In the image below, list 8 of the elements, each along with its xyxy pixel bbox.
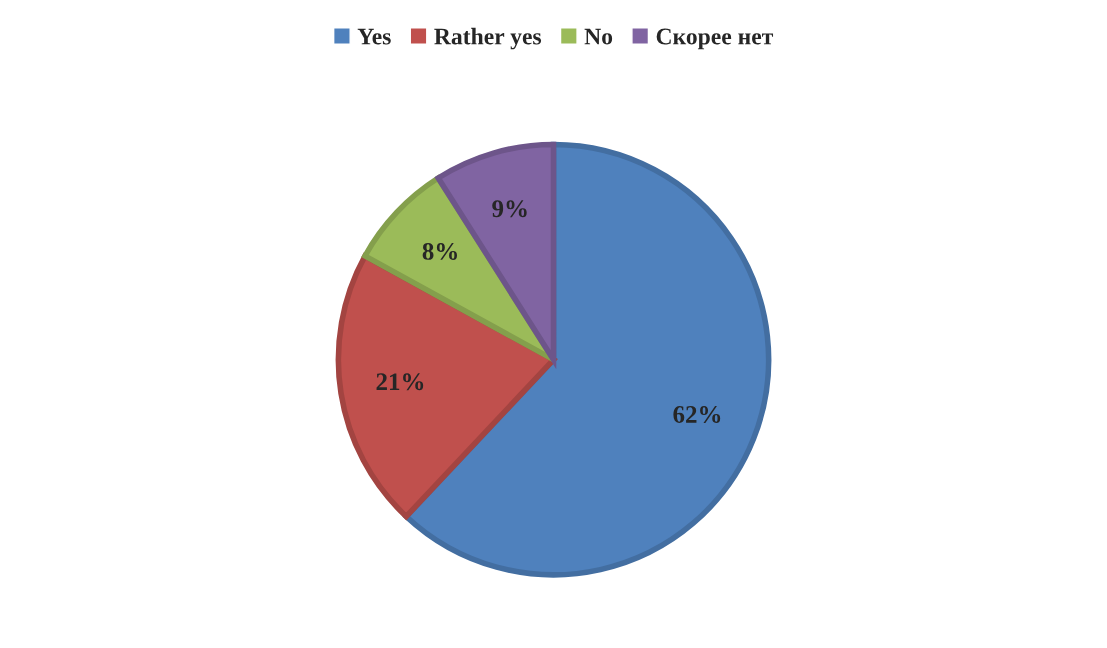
data-label: 21% [376, 373, 424, 391]
legend-label: Скорее нет [656, 28, 774, 50]
data-label: 8% [422, 242, 457, 260]
legend-label: No [584, 28, 613, 45]
data-label: 9% [492, 200, 527, 218]
legend-label: Yes [357, 28, 391, 45]
data-label: 62% [673, 406, 721, 423]
legend-label: Rather yes [434, 27, 542, 50]
